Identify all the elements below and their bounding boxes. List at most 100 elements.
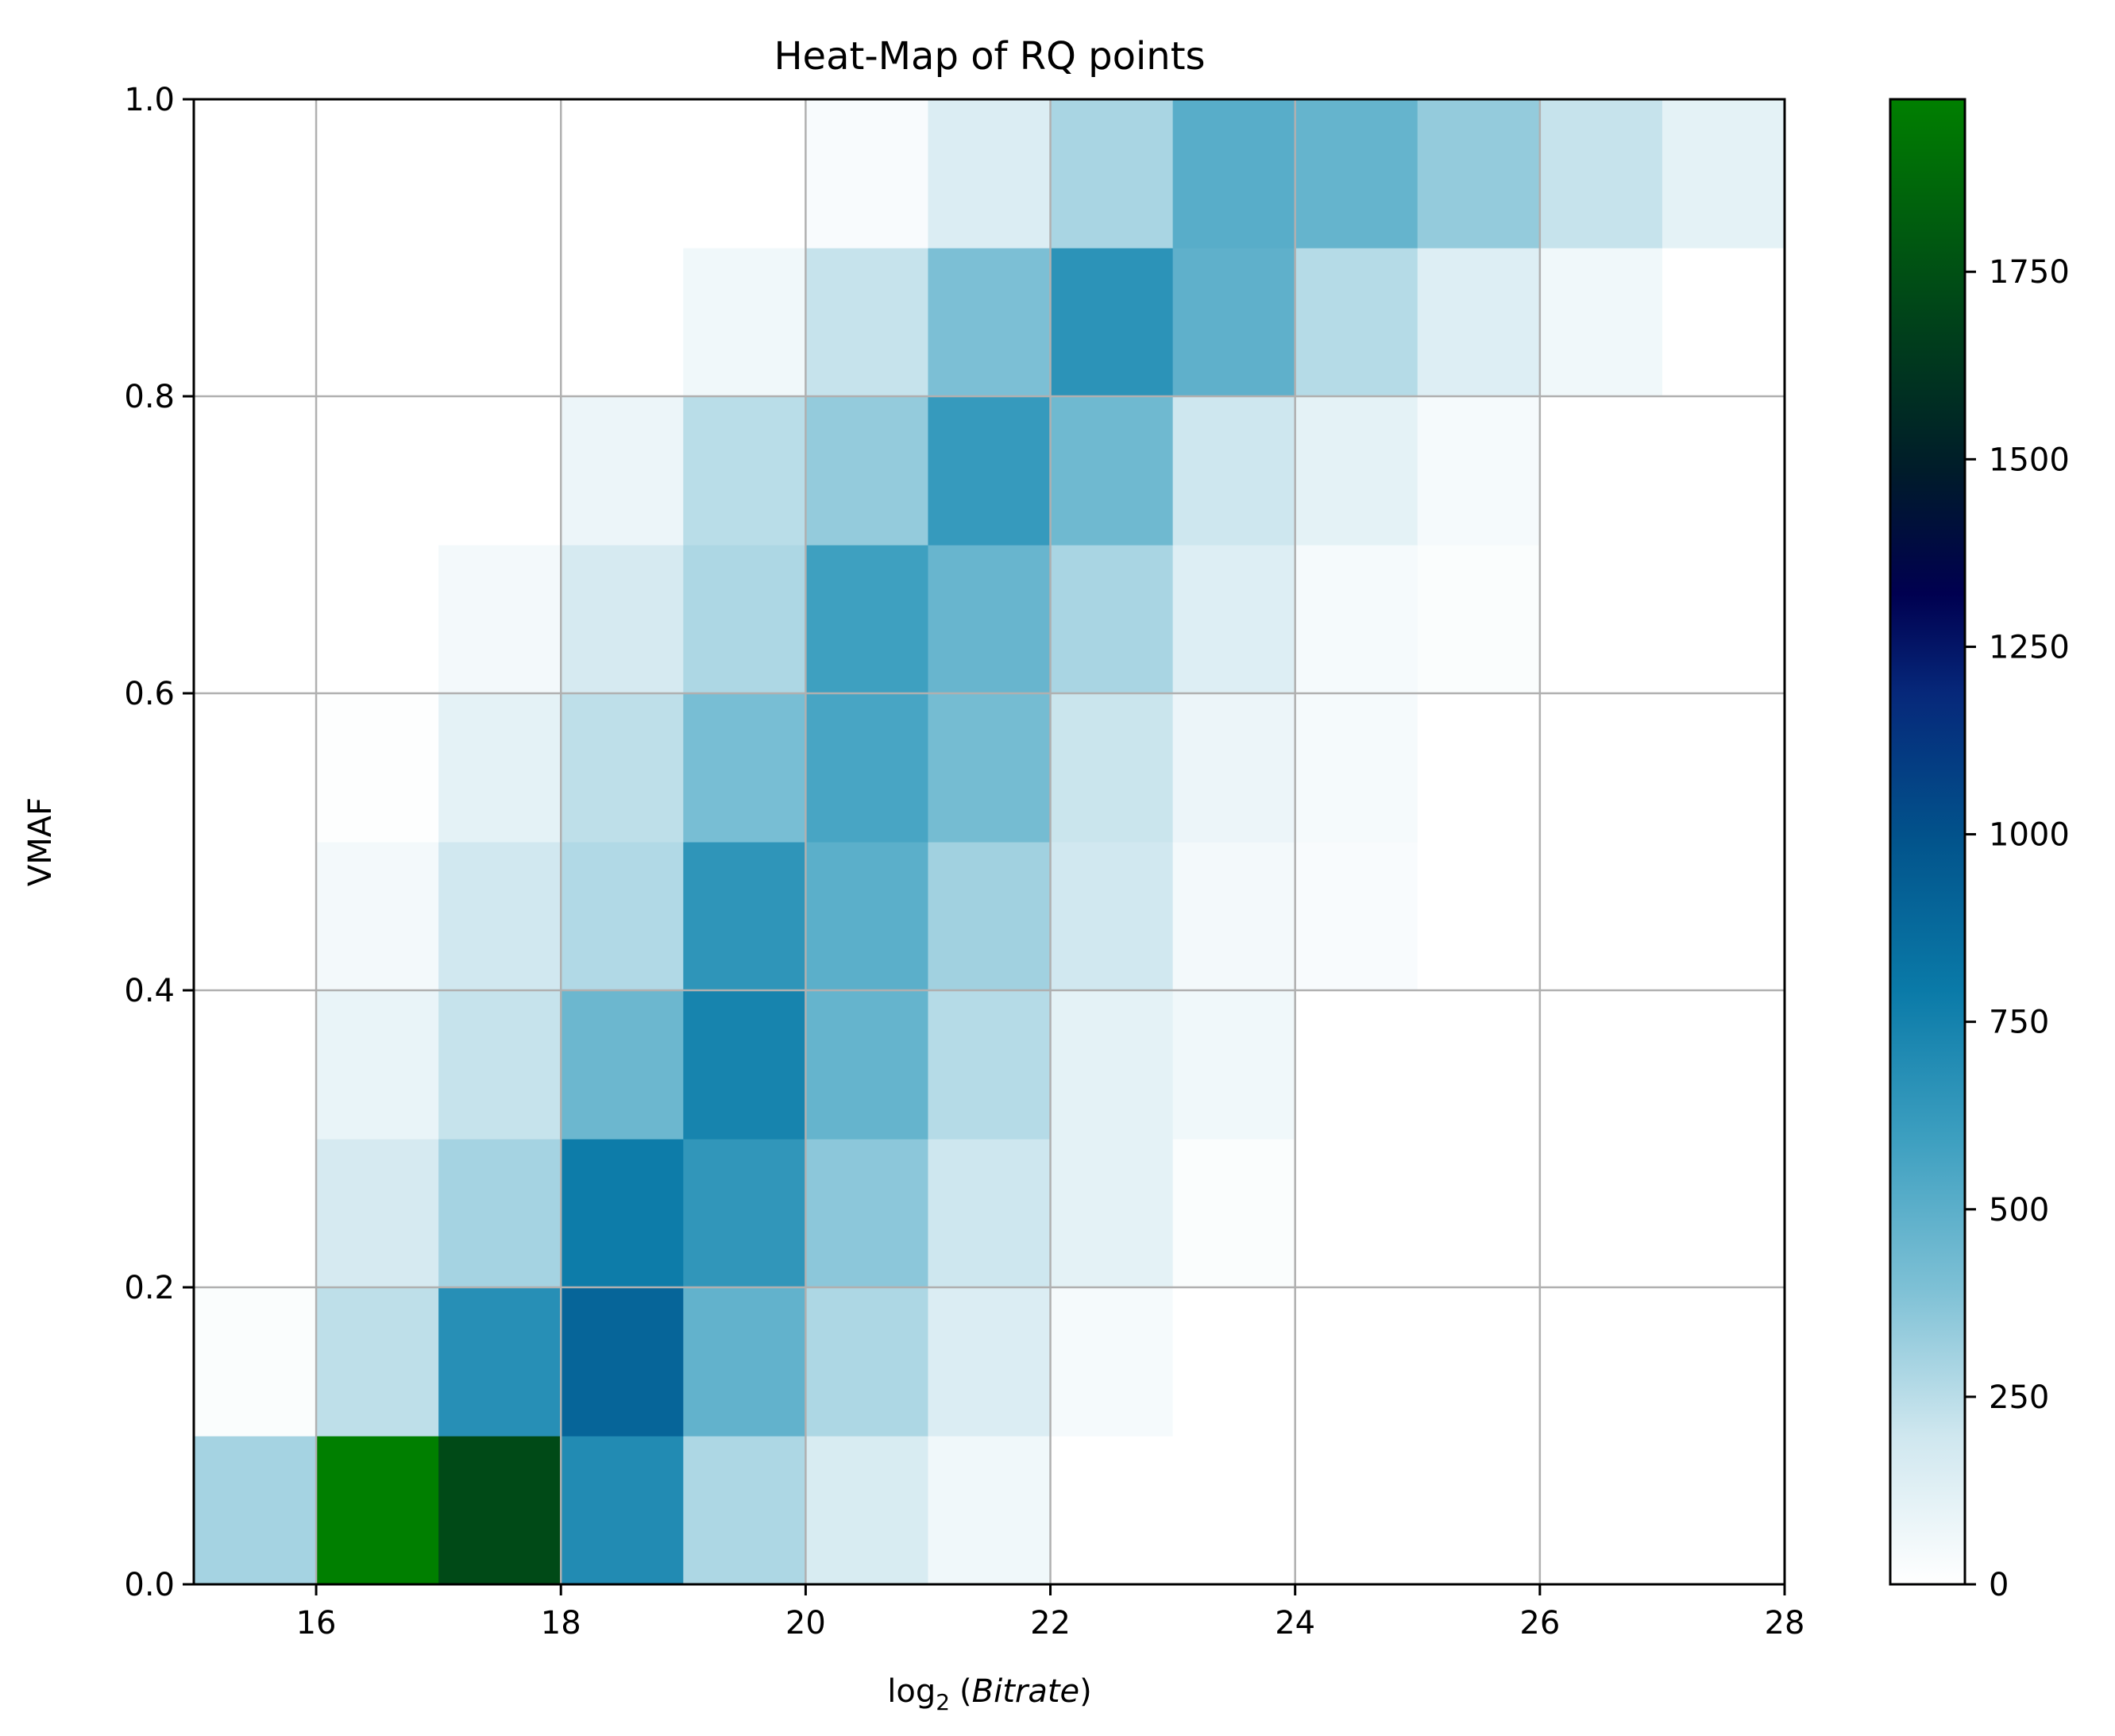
heatmap-cell (1539, 1287, 1663, 1437)
heatmap-cell (316, 545, 439, 694)
y-tick-label: 0.2 (124, 1270, 175, 1306)
heatmap-cell (316, 396, 439, 546)
heatmap-cell (1539, 990, 1663, 1140)
heatmap-cell (1050, 842, 1174, 991)
heatmap-cell (1662, 1436, 1785, 1585)
heatmap-cell (1050, 1436, 1174, 1585)
heatmap-cell (194, 99, 317, 249)
heatmap-cell (1662, 1287, 1785, 1437)
x-tick-label: 28 (1765, 1605, 1805, 1641)
x-tick-label: 20 (785, 1605, 826, 1641)
y-tick-label: 1.0 (124, 82, 175, 118)
heatmap-cell (1050, 248, 1174, 397)
heatmap-cell (1050, 1139, 1174, 1288)
heatmap-cell (928, 842, 1052, 991)
heatmap-cell (683, 545, 806, 694)
heatmap-cell (1417, 99, 1541, 249)
heatmap-cell (1172, 1287, 1296, 1437)
x-tick-label: 16 (296, 1605, 337, 1641)
heatmap-cell (928, 545, 1052, 694)
heatmap-cell (1539, 396, 1663, 546)
heatmap-cell (194, 842, 317, 991)
heatmap-cell (928, 248, 1052, 397)
heatmap-cell (805, 693, 929, 843)
y-tick-label: 0.4 (124, 973, 175, 1009)
x-tick-label: 22 (1030, 1605, 1071, 1641)
heatmap-cell (805, 990, 929, 1140)
heatmap-cell (1662, 99, 1785, 249)
heatmap-cell (1417, 1139, 1541, 1288)
heatmap-cell (1417, 396, 1541, 546)
heatmap-cell (1662, 545, 1785, 694)
heatmap-cell (805, 1139, 929, 1288)
heatmap-cell (1295, 545, 1418, 694)
y-tick-label: 0.6 (124, 676, 175, 712)
heatmap-cell (683, 693, 806, 843)
heatmap-cell (1662, 1139, 1785, 1288)
heatmap-cell (1172, 248, 1296, 397)
heatmap-cell (683, 1287, 806, 1437)
heatmap-cell (194, 693, 317, 843)
x-tick-label: 18 (541, 1605, 581, 1641)
heatmap-cell (194, 1287, 317, 1437)
heatmap-cells (194, 99, 1785, 1585)
heatmap-cell (1539, 99, 1663, 249)
heatmap-cell (1295, 99, 1418, 249)
heatmap-cell (1539, 545, 1663, 694)
heatmap-cell (438, 1436, 562, 1585)
heatmap-cell (1539, 693, 1663, 843)
heatmap-cell (438, 990, 562, 1140)
heatmap-cell (928, 1139, 1052, 1288)
heatmap-cell (316, 1436, 439, 1585)
heatmap-cell (316, 1139, 439, 1288)
heatmap-cell (1295, 990, 1418, 1140)
heatmap-cell (1295, 1139, 1418, 1288)
x-tick-label: 26 (1519, 1605, 1560, 1641)
heatmap-cell (805, 99, 929, 249)
heatmap-cell (1295, 693, 1418, 843)
heatmap-cell (1172, 990, 1296, 1140)
heatmap-cell (928, 990, 1052, 1140)
y-tick-label: 0.0 (124, 1567, 175, 1603)
heatmap-cell (1295, 1287, 1418, 1437)
plot-frame (192, 98, 1786, 1586)
heatmap-cell (1417, 248, 1541, 397)
heatmap-cell (561, 545, 684, 694)
heatmap-cell (438, 1139, 562, 1288)
heatmap-cell (1050, 1287, 1174, 1437)
x-axis-label: log2 (Bitrate) (887, 1673, 1092, 1715)
heatmap-cell (194, 545, 317, 694)
heatmap-cell (1295, 396, 1418, 546)
colorbar-tick-label: 500 (1989, 1192, 2049, 1229)
heatmap-cell (1050, 693, 1174, 843)
heatmap-cell (194, 248, 317, 397)
heatmap-cell (316, 1287, 439, 1437)
heatmap-cell (194, 1139, 317, 1288)
y-axis-label: VMAF (22, 797, 59, 886)
heatmap-cell (438, 396, 562, 546)
heatmap-cell (1050, 396, 1174, 546)
heatmap-cell (438, 99, 562, 249)
heatmap-cell (438, 1287, 562, 1437)
heatmap-cell (194, 990, 317, 1140)
heatmap-cell (805, 842, 929, 991)
heatmap-cell (1417, 842, 1541, 991)
heatmap-cell (316, 842, 439, 991)
heatmap-cell (561, 1287, 684, 1437)
chart-title: Heat-Map of RQ points (774, 34, 1205, 79)
heatmap-cell (1417, 1287, 1541, 1437)
heatmap-cell (805, 545, 929, 694)
heatmap-cell (316, 990, 439, 1140)
heatmap-cell (316, 99, 439, 249)
heatmap-cell (438, 693, 562, 843)
colorbar-ticks: 0 250 500 750 1000 1250 1500 1750 (1965, 254, 2070, 1603)
heatmap-cell (1662, 396, 1785, 546)
heatmap-cell (1295, 248, 1418, 397)
heatmap-cell (1539, 248, 1663, 397)
heatmap-cell (683, 1139, 806, 1288)
heatmap-cell (561, 842, 684, 991)
heatmap-cell (805, 396, 929, 546)
heatmap-cell (561, 1139, 684, 1288)
heatmap-cell (928, 1287, 1052, 1437)
